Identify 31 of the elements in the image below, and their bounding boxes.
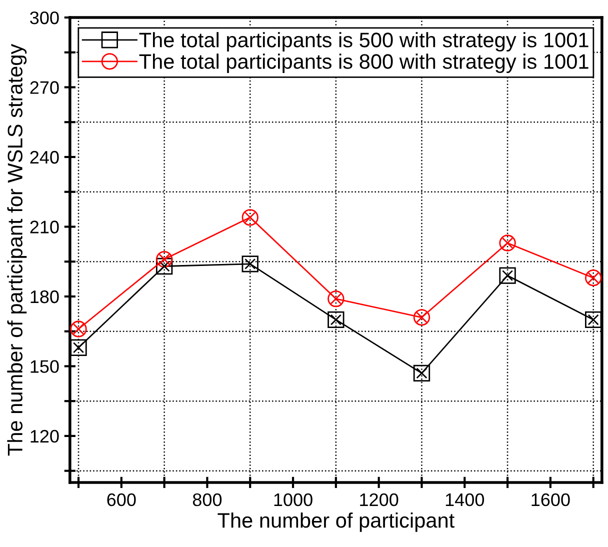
x-tick-label: 800 bbox=[192, 493, 222, 506]
y-tick-label: 210 bbox=[30, 220, 59, 234]
y-tick-label: 270 bbox=[30, 81, 59, 94]
point bbox=[156, 250, 173, 268]
point bbox=[585, 311, 602, 328]
y-tick-label: 150 bbox=[30, 360, 59, 373]
point bbox=[413, 364, 430, 382]
point bbox=[499, 234, 516, 252]
x-tick-label: 600 bbox=[107, 493, 136, 506]
y-tick-label: 180 bbox=[30, 290, 59, 304]
point bbox=[499, 267, 516, 284]
point bbox=[328, 311, 344, 328]
legend-label: The total participants is 800 with strategy is 1001 bbox=[139, 54, 588, 74]
point bbox=[242, 256, 258, 272]
legend-label: The total participants is 500 with strategy is 1001 bbox=[139, 32, 588, 52]
point bbox=[70, 320, 87, 338]
point bbox=[156, 258, 173, 275]
y-tick-label: 120 bbox=[30, 430, 59, 443]
x-tick-label: 1200 bbox=[360, 493, 398, 506]
x-axis-title: The number of participant bbox=[218, 512, 454, 532]
x-tick-label: 1000 bbox=[274, 493, 312, 506]
y-axis-title: The number of participant for WSLS strategy bbox=[7, 44, 27, 456]
x-tick-label: 1600 bbox=[532, 493, 570, 506]
point bbox=[70, 339, 87, 356]
point bbox=[413, 309, 430, 326]
y-tick-label: 240 bbox=[30, 150, 59, 164]
point bbox=[328, 290, 344, 308]
point bbox=[242, 209, 258, 226]
point bbox=[585, 270, 602, 286]
y-tick-label: 300 bbox=[30, 11, 59, 24]
x-tick-label: 1400 bbox=[446, 493, 484, 506]
